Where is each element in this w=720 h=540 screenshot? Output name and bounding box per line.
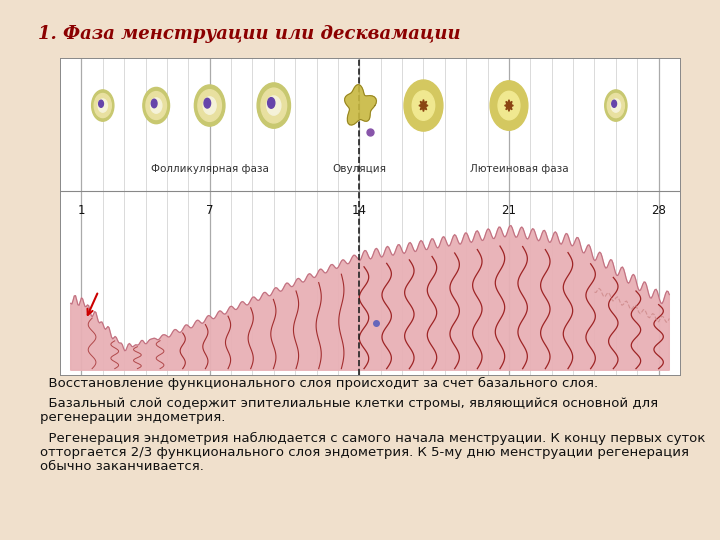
- Circle shape: [268, 98, 275, 108]
- Text: отторгается 2/3 функционального слоя эндометрия. К 5-му дню менструации регенера: отторгается 2/3 функционального слоя энд…: [40, 446, 689, 459]
- Circle shape: [612, 100, 616, 107]
- Text: 7: 7: [206, 204, 213, 217]
- Ellipse shape: [94, 93, 112, 118]
- Ellipse shape: [266, 96, 281, 115]
- Polygon shape: [419, 99, 428, 112]
- Text: 1: 1: [78, 204, 85, 217]
- Text: Лютеиновая фаза: Лютеиновая фаза: [470, 164, 569, 174]
- Text: 1. Фаза менструации или десквамации: 1. Фаза менструации или десквамации: [38, 25, 461, 43]
- Ellipse shape: [198, 90, 222, 122]
- Polygon shape: [505, 100, 513, 111]
- Ellipse shape: [257, 83, 290, 128]
- Ellipse shape: [98, 99, 107, 112]
- Ellipse shape: [498, 91, 520, 120]
- Ellipse shape: [413, 91, 435, 120]
- Text: обычно заканчивается.: обычно заканчивается.: [40, 460, 204, 473]
- Text: 28: 28: [651, 204, 666, 217]
- Ellipse shape: [194, 85, 225, 126]
- Ellipse shape: [261, 88, 287, 123]
- Text: Восстановление функционального слоя происходит за счет базального слоя.: Восстановление функционального слоя прои…: [40, 377, 598, 390]
- Polygon shape: [71, 226, 670, 370]
- Ellipse shape: [146, 92, 166, 119]
- Circle shape: [99, 100, 104, 107]
- Text: 21: 21: [501, 204, 516, 217]
- Ellipse shape: [143, 87, 169, 124]
- Text: Базальный слой содержит эпителиальные клетки стромы, являющийся основной для: Базальный слой содержит эпителиальные кл…: [40, 397, 658, 410]
- Circle shape: [151, 99, 157, 107]
- Text: 14: 14: [352, 204, 366, 217]
- Text: Фолликулярная фаза: Фолликулярная фаза: [150, 164, 269, 174]
- Ellipse shape: [91, 90, 114, 121]
- Ellipse shape: [605, 90, 627, 121]
- Text: Регенерация эндометрия наблюдается с самого начала менструации. К концу первых с: Регенерация эндометрия наблюдается с сам…: [40, 432, 706, 445]
- Ellipse shape: [203, 97, 216, 114]
- Polygon shape: [345, 85, 377, 125]
- Ellipse shape: [607, 93, 624, 118]
- Ellipse shape: [404, 80, 443, 131]
- Text: регенерации эндометрия.: регенерации эндометрия.: [40, 411, 225, 424]
- Ellipse shape: [490, 81, 528, 130]
- Ellipse shape: [611, 99, 621, 112]
- Ellipse shape: [150, 98, 162, 113]
- Circle shape: [204, 98, 210, 108]
- Text: Овуляция: Овуляция: [333, 164, 387, 174]
